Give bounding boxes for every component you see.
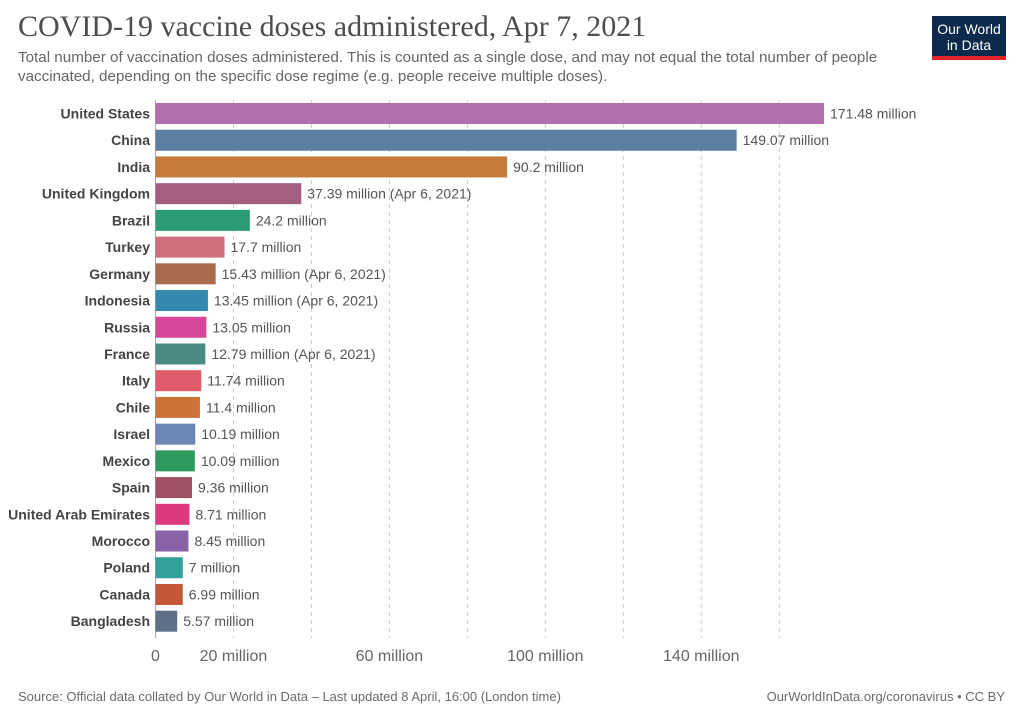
logo-line-2: in Data — [946, 37, 992, 53]
bar — [155, 610, 178, 632]
bar — [155, 316, 207, 338]
value-label: 15.43 million (Apr 6, 2021) — [222, 266, 386, 282]
value-label: 13.05 million — [212, 319, 291, 335]
category-label: Israel — [113, 426, 150, 442]
bar — [155, 183, 302, 205]
category-label: India — [117, 159, 150, 175]
category-label: United States — [61, 106, 151, 122]
category-label: Spain — [112, 480, 150, 496]
bar — [155, 156, 508, 178]
value-label: 37.39 million (Apr 6, 2021) — [307, 186, 471, 202]
bar — [155, 263, 216, 285]
category-label: Mexico — [103, 453, 150, 469]
value-label: 8.45 million — [194, 533, 265, 549]
chart-title: COVID-19 vaccine doses administered, Apr… — [18, 10, 647, 43]
logo-line-1: Our World — [937, 21, 1001, 37]
value-label: 7 million — [189, 560, 240, 576]
value-label: 11.4 million — [206, 399, 276, 415]
category-label: Italy — [122, 373, 150, 389]
bar — [155, 290, 208, 312]
category-label: Brazil — [112, 212, 150, 228]
value-label: 9.36 million — [198, 480, 269, 496]
chart-subtitle: Total number of vaccination doses admini… — [18, 49, 878, 85]
category-label: China — [111, 132, 150, 148]
tick-label: 20 million — [200, 648, 268, 665]
bar — [155, 209, 250, 231]
category-label: Bangladesh — [71, 613, 150, 629]
source-note: Source: Official data collated by Our Wo… — [18, 689, 561, 704]
bar — [155, 557, 183, 579]
category-label: United Arab Emirates — [8, 506, 150, 522]
value-label: 12.79 million (Apr 6, 2021) — [211, 346, 375, 362]
value-label: 13.45 million (Apr 6, 2021) — [214, 293, 378, 309]
value-label: 11.74 million — [207, 373, 285, 389]
value-label: 8.71 million — [195, 506, 266, 522]
source-link[interactable]: OurWorldInData.org/coronavirus • CC BY — [766, 689, 1005, 704]
category-label: Chile — [116, 399, 150, 415]
tick-label: 0 — [151, 648, 160, 665]
category-label: Germany — [89, 266, 150, 282]
bar — [155, 103, 824, 124]
value-label: 10.19 million — [201, 426, 280, 442]
category-label: Indonesia — [85, 293, 151, 309]
bar — [155, 530, 189, 552]
category-label: Morocco — [92, 533, 150, 549]
category-label: United Kingdom — [42, 186, 150, 202]
bar — [155, 370, 202, 392]
bar — [155, 503, 190, 525]
value-label: 10.09 million — [201, 453, 280, 469]
value-label: 149.07 million — [743, 132, 829, 148]
bar — [155, 129, 737, 151]
category-label: Canada — [99, 586, 150, 602]
bar — [155, 583, 183, 605]
value-label: 5.57 million — [183, 613, 254, 629]
value-label: 17.7 million — [231, 239, 302, 255]
category-label: Poland — [103, 560, 150, 576]
bar — [155, 236, 225, 258]
bar-chart: United States 171.48 million China 149.07 m… — [8, 100, 916, 665]
value-label: 90.2 million — [513, 159, 584, 175]
tick-label: 140 million — [663, 648, 739, 665]
tick-label: 60 million — [356, 648, 424, 665]
value-label: 171.48 million — [830, 106, 916, 122]
value-label: 6.99 million — [189, 586, 260, 602]
value-label: 24.2 million — [256, 212, 327, 228]
bar — [155, 450, 195, 472]
bar — [155, 343, 206, 365]
category-label: France — [104, 346, 150, 362]
bar — [155, 423, 196, 445]
bar — [155, 477, 192, 499]
category-label: Russia — [104, 319, 150, 335]
bar — [155, 396, 200, 418]
tick-label: 100 million — [507, 648, 583, 665]
category-label: Turkey — [105, 239, 150, 255]
owid-logo[interactable]: Our World in Data — [932, 16, 1006, 60]
